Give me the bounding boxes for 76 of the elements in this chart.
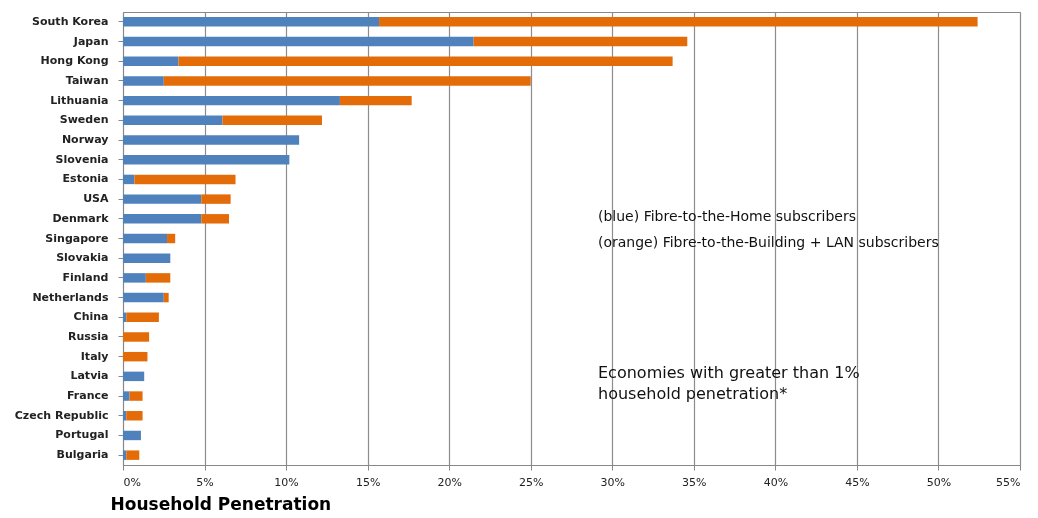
- bar: [123, 391, 130, 401]
- bar: [123, 194, 202, 204]
- x-axis-title: Household Penetration: [110, 493, 332, 514]
- annotation: (blue) Fibre-to-the-Home subscribers: [598, 208, 856, 224]
- bar: [123, 56, 179, 66]
- bar: [126, 411, 143, 421]
- bar: [222, 115, 322, 126]
- x-tick-label: 10%: [274, 475, 299, 489]
- bar: [123, 292, 164, 303]
- y-tick-label: Bulgaria: [56, 448, 109, 462]
- y-tick-label: Singapore: [45, 231, 109, 245]
- y-tick-label: Portugal: [55, 428, 109, 442]
- y-tick-label: Taiwan: [65, 73, 109, 87]
- bar: [129, 391, 143, 401]
- bar: [473, 36, 688, 47]
- x-tick-label: 45%: [845, 475, 870, 489]
- x-tick-label: 20%: [437, 475, 462, 489]
- y-tick-label: Denmark: [52, 211, 110, 225]
- bar: [339, 95, 412, 106]
- x-tick-label: 30%: [600, 475, 625, 489]
- x-tick-label: 25%: [519, 475, 544, 489]
- y-tick-label: South Korea: [32, 14, 109, 28]
- bar: [126, 312, 159, 323]
- x-tick-label: 55%: [996, 475, 1021, 489]
- bar: [163, 76, 531, 86]
- y-tick-label: Slovenia: [55, 152, 109, 166]
- y-tick-label: Norway: [61, 133, 109, 147]
- y-tick-label: Latvia: [70, 369, 109, 383]
- y-tick-label: China: [73, 310, 109, 324]
- bar: [123, 154, 290, 165]
- bar: [123, 450, 127, 460]
- y-tick-label: Finland: [62, 270, 109, 284]
- bar: [123, 214, 202, 224]
- annotation: (orange) Fibre-to-the-Building + LAN subscribers: [598, 234, 939, 250]
- y-tick-label: Lithuania: [50, 93, 109, 107]
- x-tick-label: 35%: [682, 475, 707, 489]
- y-tick-label: Czech Republic: [14, 408, 109, 422]
- bar: [123, 95, 340, 106]
- bar: [126, 450, 140, 460]
- bar: [123, 332, 150, 342]
- bar: [163, 292, 169, 303]
- bar: [123, 371, 145, 382]
- y-tick-label: Japan: [72, 34, 109, 48]
- bar: [123, 115, 223, 126]
- bar: [123, 17, 380, 27]
- annotation: Economies with greater than 1% household penetration*: [598, 363, 860, 403]
- y-tick-label: Sweden: [59, 113, 109, 127]
- x-tick-label: 50%: [926, 475, 952, 489]
- y-tick-label: Netherlands: [32, 290, 109, 304]
- bar: [167, 233, 176, 244]
- bar: [178, 56, 673, 66]
- bar: [379, 17, 978, 27]
- x-tick-label: 40%: [763, 475, 789, 489]
- bar: [123, 36, 474, 47]
- bar: [134, 174, 236, 185]
- y-tick-label: Russia: [67, 329, 109, 343]
- bar: [123, 174, 135, 185]
- bar: [201, 194, 231, 204]
- y-tick-label: USA: [83, 192, 109, 206]
- bar: [123, 76, 164, 86]
- y-tick-label: France: [67, 389, 109, 403]
- bar: [123, 253, 171, 263]
- x-tick-label: 5%: [196, 475, 214, 489]
- y-tick-label: Slovakia: [56, 251, 109, 265]
- x-tick-label: 0%: [123, 475, 141, 489]
- x-tick-label: 15%: [355, 475, 381, 489]
- y-tick-label: Hong Kong: [40, 54, 109, 68]
- bar: [123, 135, 300, 145]
- bar: [123, 273, 146, 283]
- y-tick-label: Italy: [80, 349, 109, 363]
- bar: [123, 233, 168, 244]
- y-tick-label: Estonia: [62, 172, 109, 186]
- bar: [123, 430, 141, 441]
- bar: [145, 273, 171, 283]
- bar: [123, 351, 148, 362]
- bar: [201, 214, 230, 224]
